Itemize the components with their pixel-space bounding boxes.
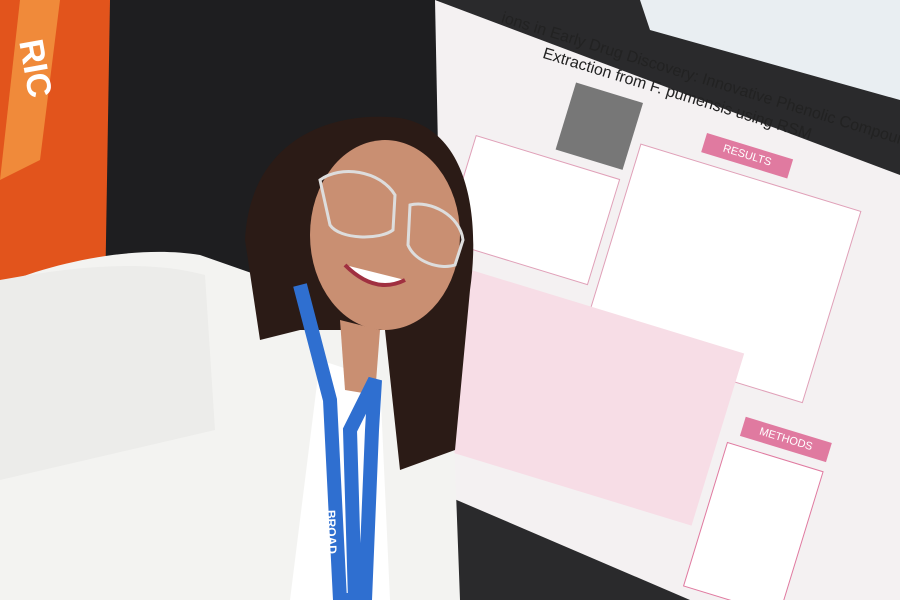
- lanyard: [293, 283, 382, 600]
- section-header: [739, 416, 832, 463]
- neighbor-poster: [640, 0, 900, 100]
- sign-panel: [0, 0, 60, 180]
- glasses: [318, 170, 397, 239]
- methods-box: [682, 441, 824, 600]
- arm: [0, 265, 215, 480]
- glasses: [406, 202, 465, 268]
- section-header: [701, 133, 794, 179]
- figure: [555, 82, 644, 170]
- table: [375, 257, 745, 526]
- neck: [340, 320, 380, 395]
- lanyard-text: BROAD: [324, 510, 340, 555]
- smile: [343, 263, 406, 287]
